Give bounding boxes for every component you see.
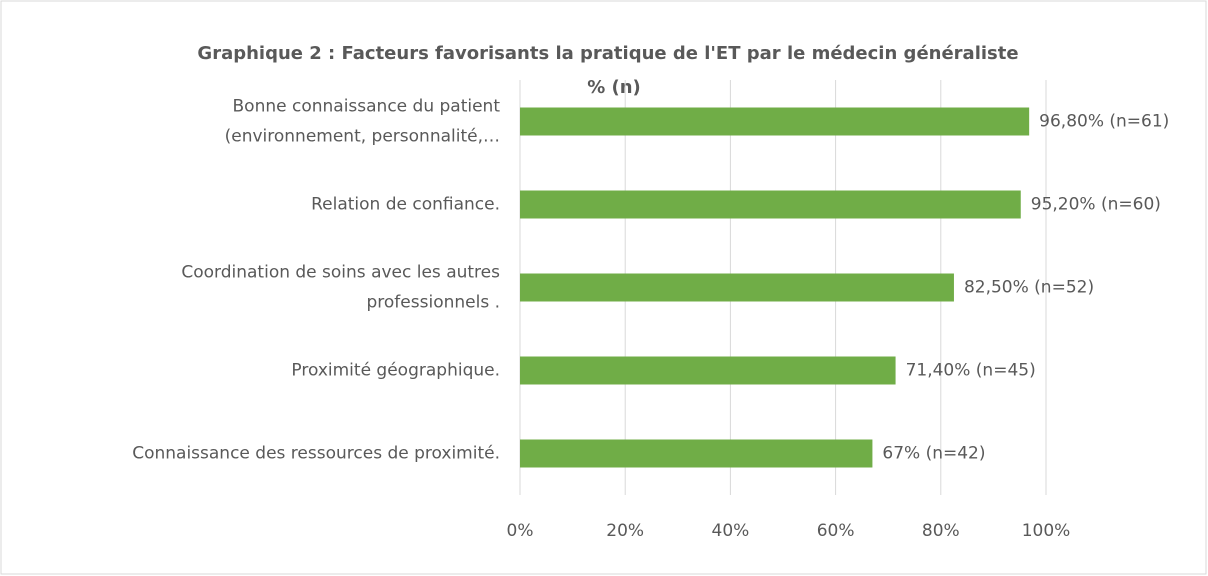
bar — [520, 273, 954, 302]
x-tick-label: 60% — [817, 521, 855, 541]
data-label: 95,20% (n=60) — [1031, 195, 1161, 215]
y-tick-label: Relation de confiance. — [311, 195, 500, 215]
y-tick-label: Connaissance des ressources de proximité… — [132, 444, 500, 464]
data-label: 71,40% (n=45) — [906, 361, 1036, 381]
x-tick-label: 40% — [712, 521, 750, 541]
chart-subtitle: % (n) — [587, 77, 641, 98]
data-label: 96,80% (n=61) — [1039, 112, 1169, 132]
bar — [520, 107, 1030, 136]
y-tick-label: Coordination de soins avec les autres — [181, 263, 500, 283]
bar — [520, 190, 1021, 219]
chart-title: Graphique 2 : Facteurs favorisants la pr… — [197, 43, 1018, 64]
bar — [520, 439, 873, 468]
x-tick-label: 100% — [1022, 521, 1071, 541]
y-tick-label: professionnels . — [367, 293, 501, 313]
data-label: 67% (n=42) — [882, 444, 985, 464]
y-tick-label: Proximité géographique. — [291, 361, 500, 381]
bar — [520, 356, 896, 385]
data-label: 82,50% (n=52) — [964, 278, 1094, 298]
x-tick-label: 20% — [606, 521, 644, 541]
y-tick-label: (environnement, personnalité,… — [225, 127, 500, 147]
y-tick-label: Bonne connaissance du patient — [233, 97, 501, 117]
x-tick-label: 80% — [922, 521, 960, 541]
x-tick-label: 0% — [507, 521, 534, 541]
